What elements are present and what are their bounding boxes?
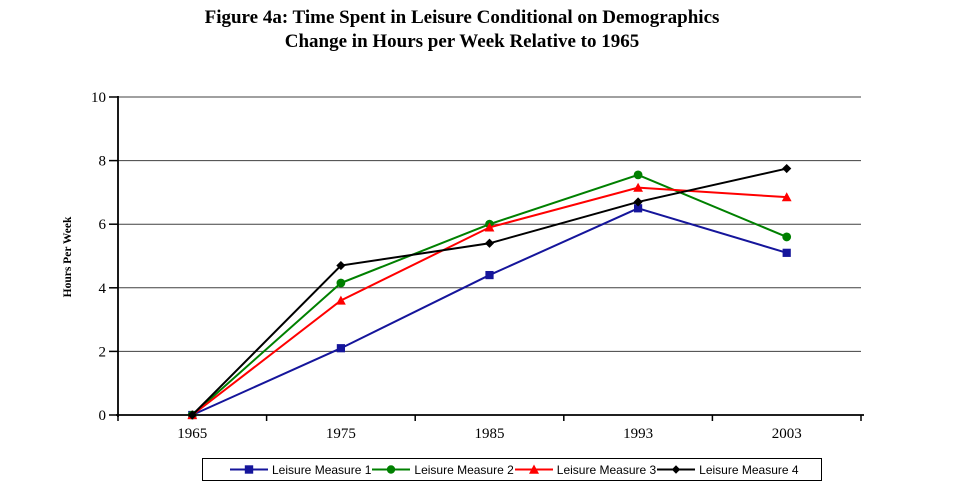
series-1	[188, 204, 791, 420]
series-4	[187, 163, 792, 420]
data-point-marker-square	[336, 344, 345, 353]
data-point-marker-diamond	[782, 163, 792, 174]
data-point-marker-square	[244, 465, 254, 474]
data-point-marker-triangle	[528, 464, 539, 474]
data-point-marker-diamond	[484, 238, 495, 248]
legend-label: Leisure Measure 4	[699, 462, 799, 477]
figure-title-line1: Figure 4a: Time Spent in Leisure Conditi…	[204, 7, 720, 28]
y-tick-label: 0	[99, 408, 107, 424]
legend-item-leisure-measure-4: Leisure Measure 4	[656, 462, 799, 477]
series-line-4	[191, 167, 787, 416]
data-point-marker-triangle	[336, 295, 346, 305]
x-tick-label: 1993	[623, 426, 653, 442]
legend-label: Leisure Measure 2	[414, 462, 514, 477]
y-axis-ticks: 0 2 4 6 8 10	[91, 90, 118, 424]
legend-item-leisure-measure-2: Leisure Measure 2	[371, 462, 514, 477]
x-axis-ticks: 1965 1975 1985 1993 2003	[117, 415, 862, 442]
y-tick-label: 2	[99, 344, 107, 360]
legend-item-leisure-measure-1: Leisure Measure 1	[229, 463, 371, 477]
data-point-marker-square	[485, 270, 494, 280]
figure-title: Figure 4a: Time Spent in Leisure Conditi…	[0, 6, 924, 54]
y-tick-label: 10	[91, 90, 106, 106]
y-axis-title: Hours Per Week	[62, 216, 74, 298]
y-tick-label: 4	[99, 281, 107, 297]
data-point-marker-triangle	[633, 182, 643, 192]
data-point-marker-circle	[336, 278, 346, 288]
data-point-marker-circle	[782, 232, 792, 242]
series-3	[187, 182, 792, 420]
x-tick-label: 2003	[772, 426, 802, 442]
legend-marker-circle-icon	[372, 465, 411, 474]
data-point-marker-circle	[633, 170, 643, 180]
data-point-marker-circle	[387, 465, 396, 474]
legend-marker-diamond-icon	[657, 465, 696, 474]
data-point-marker-square	[782, 248, 791, 257]
data-point-marker-diamond	[633, 197, 643, 207]
x-tick-label: 1975	[326, 426, 356, 442]
series-2	[187, 170, 792, 420]
series-line-2	[191, 173, 788, 416]
legend-label: Leisure Measure 3	[556, 462, 657, 477]
chart-legend: Leisure Measure 1 Leisure Measure 2 Leisur…	[202, 458, 822, 481]
x-tick-label: 1965	[177, 426, 207, 442]
axes	[116, 96, 864, 417]
legend-label: Leisure Measure 1	[272, 462, 372, 477]
figure-title-line2: Change in Hours per Week Relative to 196…	[284, 31, 640, 52]
x-tick-label: 1985	[475, 426, 505, 442]
data-point-marker-diamond	[671, 465, 681, 474]
data-point-marker-diamond	[336, 260, 346, 271]
legend-marker-triangle-icon	[514, 464, 553, 474]
y-tick-label: 8	[99, 154, 107, 170]
data-point-marker-triangle	[781, 192, 792, 202]
legend-marker-square-icon	[230, 465, 268, 474]
data-point-marker-diamond	[187, 410, 197, 420]
y-tick-label: 6	[99, 217, 107, 233]
legend-item-leisure-measure-3: Leisure Measure 3	[514, 463, 656, 477]
data-point-marker-triangle	[484, 222, 495, 232]
data-point-marker-square	[634, 204, 643, 213]
